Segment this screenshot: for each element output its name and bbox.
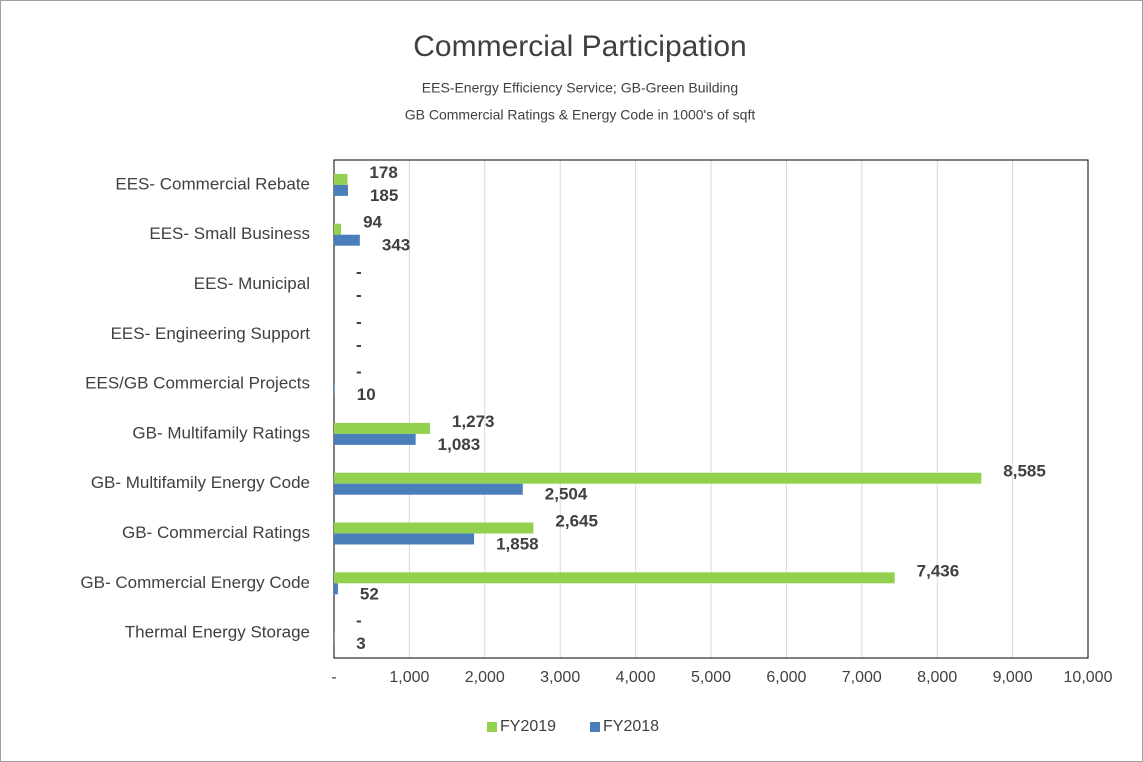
x-tick-label: - <box>331 669 336 686</box>
x-tick-label: 3,000 <box>540 669 580 686</box>
bar <box>334 422 430 434</box>
y-tick-label: GB- Commercial Energy Code <box>80 573 310 592</box>
bar <box>334 583 338 595</box>
x-tick-label: 2,000 <box>465 669 505 686</box>
bar <box>334 433 416 445</box>
plot-frame <box>333 159 1089 659</box>
data-label: 1,858 <box>496 534 539 553</box>
data-label: - <box>356 285 362 304</box>
data-label: 1,273 <box>452 412 495 431</box>
chart-title: Commercial Participation <box>413 30 746 63</box>
data-label: - <box>356 335 362 354</box>
y-tick-label: GB- Multifamily Ratings <box>132 423 310 442</box>
y-tick-label: EES/GB Commercial Projects <box>85 374 310 393</box>
y-tick-label: EES- Municipal <box>194 274 310 293</box>
data-label: 3 <box>356 634 365 653</box>
data-label: 7,436 <box>917 561 960 580</box>
x-tick-label: 10,000 <box>1064 669 1113 686</box>
data-label: 343 <box>382 236 410 255</box>
bar <box>334 173 348 185</box>
x-tick-label: 6,000 <box>766 669 806 686</box>
chart-subtitle: GB Commercial Ratings & Energy Code in 1… <box>405 107 756 123</box>
y-tick-label: GB- Commercial Ratings <box>122 523 310 542</box>
data-label: - <box>356 611 362 630</box>
x-tick-label: 8,000 <box>917 669 957 686</box>
y-tick-label: GB- Multifamily Energy Code <box>91 473 310 492</box>
bar <box>334 184 348 196</box>
data-label: 52 <box>360 584 379 603</box>
bar <box>334 522 534 534</box>
x-tick-label: 5,000 <box>691 669 731 686</box>
data-label: 185 <box>370 186 398 205</box>
bar <box>334 533 475 545</box>
bar <box>334 384 335 396</box>
y-tick-label: EES- Commercial Rebate <box>115 174 310 193</box>
legend-label: FY2019 <box>500 718 556 735</box>
data-label: - <box>356 362 362 381</box>
chart-subtitle: EES-Energy Efficiency Service; GB-Green … <box>422 80 738 96</box>
data-label: 10 <box>357 385 376 404</box>
y-tick-label: EES- Engineering Support <box>111 324 311 343</box>
legend-swatch <box>487 722 497 732</box>
data-label: 94 <box>363 213 382 232</box>
bar <box>334 234 360 246</box>
x-tick-label: 7,000 <box>842 669 882 686</box>
legend-label: FY2018 <box>603 718 659 735</box>
y-tick-label: EES- Small Business <box>149 224 310 243</box>
bar <box>334 472 982 484</box>
x-tick-label: 1,000 <box>389 669 429 686</box>
legend-swatch <box>590 722 600 732</box>
data-label: 178 <box>369 163 397 182</box>
data-label: - <box>356 262 362 281</box>
data-label: 8,585 <box>1003 462 1046 481</box>
x-tick-label: 4,000 <box>616 669 656 686</box>
bar <box>334 483 523 495</box>
data-label: 2,645 <box>555 511 598 530</box>
bar <box>334 572 895 584</box>
data-label: 2,504 <box>545 485 588 504</box>
y-tick-label: Thermal Energy Storage <box>125 623 310 642</box>
bar <box>334 223 342 235</box>
x-tick-label: 9,000 <box>993 669 1033 686</box>
data-label: - <box>356 312 362 331</box>
data-label: 1,083 <box>438 435 481 454</box>
